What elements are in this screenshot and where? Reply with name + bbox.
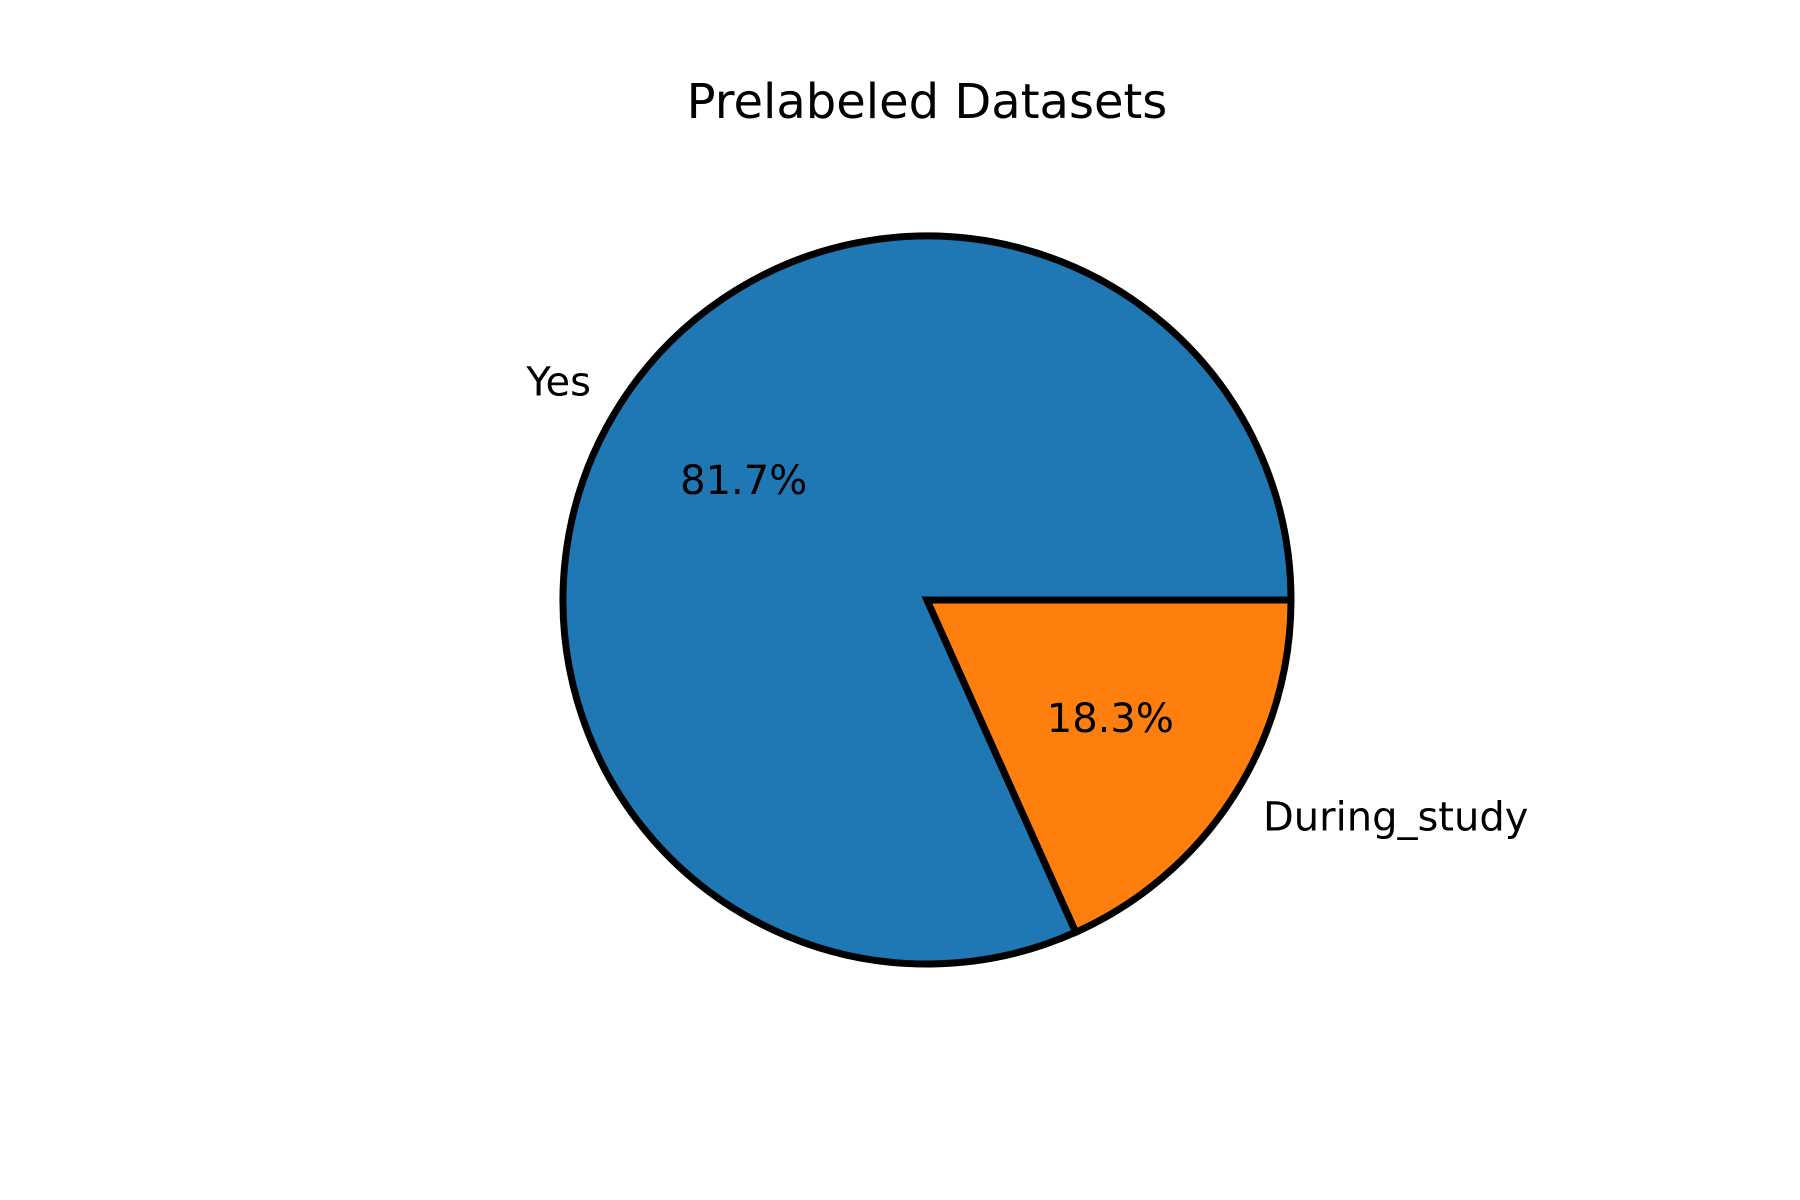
- pie-slice-during-study: [921, 596, 1295, 937]
- pie-slices: [559, 232, 1295, 968]
- slice-label-yes: Yes: [525, 359, 591, 405]
- pct-label-during-study: 18.3%: [1047, 696, 1174, 742]
- chart-title: Prelabeled Datasets: [687, 74, 1168, 130]
- pie-labels: 81.7% Yes 18.3% During_study: [525, 359, 1528, 840]
- slice-label-during-study: During_study: [1263, 795, 1528, 841]
- pct-label-yes: 81.7%: [680, 458, 807, 504]
